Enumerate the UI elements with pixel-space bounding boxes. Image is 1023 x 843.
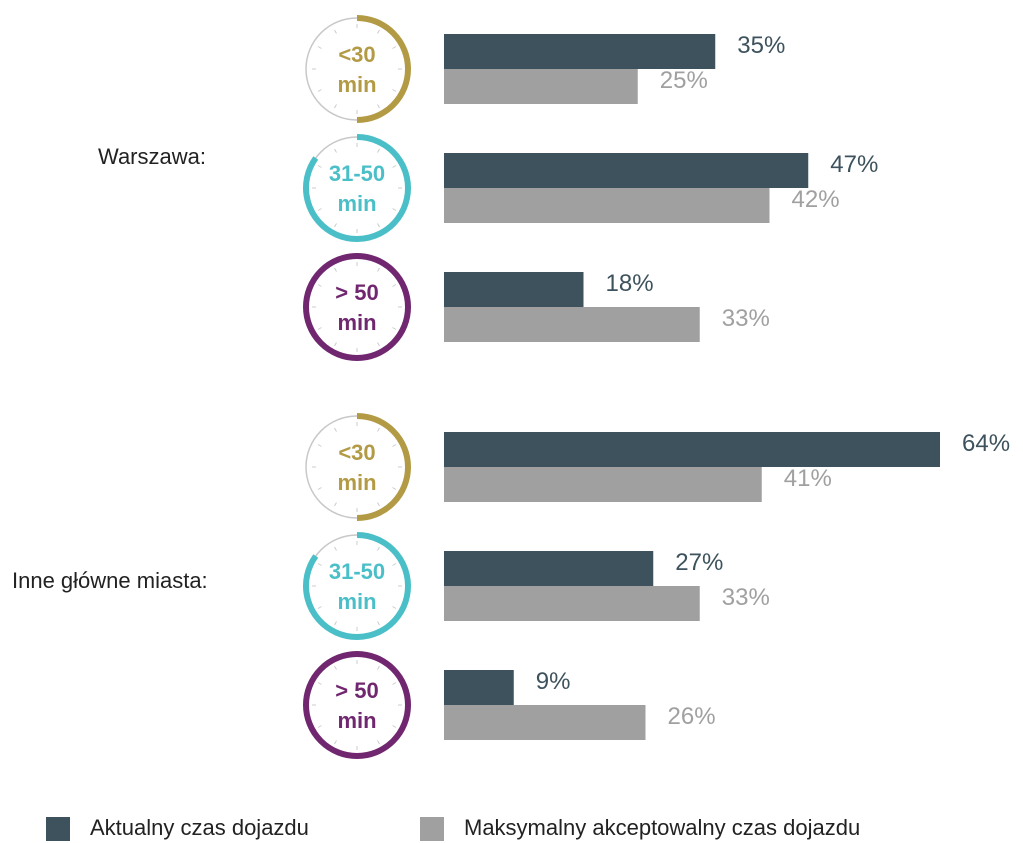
- value-label: 27%: [675, 549, 723, 576]
- category-label: min: [337, 708, 376, 733]
- category-label: min: [337, 470, 376, 495]
- value-label: 47%: [830, 151, 878, 178]
- clock-tick: [317, 208, 322, 211]
- bar: [444, 272, 584, 307]
- clock-tick: [334, 665, 337, 670]
- value-label: 26%: [668, 703, 716, 730]
- clock-arc: [356, 15, 411, 123]
- clock-tick: [334, 29, 337, 34]
- clock-tick: [317, 487, 322, 490]
- legend-label: Maksymalny akceptowalny czas dojazdu: [464, 815, 860, 840]
- bar: [444, 467, 762, 502]
- bar: [444, 307, 700, 342]
- clock-tick: [377, 740, 380, 745]
- category-label: <30: [338, 440, 375, 465]
- clock-tick: [377, 621, 380, 626]
- bar: [444, 670, 514, 705]
- clock-tick: [317, 46, 322, 49]
- value-label: 35%: [737, 32, 785, 59]
- clock-tick: [377, 342, 380, 347]
- clock-tick: [334, 427, 337, 432]
- clock-tick: [334, 223, 337, 228]
- clock-tick: [377, 427, 380, 432]
- category-label: > 50: [335, 678, 378, 703]
- clock-tick: [377, 148, 380, 153]
- clock-tick: [317, 284, 322, 287]
- clock-tick: [392, 46, 397, 49]
- bar: [444, 705, 646, 740]
- clock-tick: [317, 89, 322, 92]
- clock-arc: [303, 532, 411, 640]
- category-label: min: [337, 589, 376, 614]
- clock-tick: [317, 563, 322, 566]
- clock-arc: [303, 651, 411, 759]
- clock-tick: [392, 487, 397, 490]
- clock-tick: [392, 725, 397, 728]
- clock-arc: [303, 253, 411, 361]
- clock-tick: [334, 740, 337, 745]
- clock-tick: [334, 148, 337, 153]
- clock-tick: [377, 267, 380, 272]
- category-label: 31-50: [329, 161, 385, 186]
- category-label: > 50: [335, 280, 378, 305]
- clock-tick: [334, 104, 337, 109]
- value-label: 42%: [792, 186, 840, 213]
- bar: [444, 188, 770, 223]
- bar: [444, 153, 809, 188]
- group-label: Warszawa:: [98, 144, 206, 169]
- category-label: <30: [338, 42, 375, 67]
- bar: [444, 34, 716, 69]
- clock-tick: [392, 208, 397, 211]
- clock-tick: [392, 327, 397, 330]
- clock-tick: [392, 606, 397, 609]
- clock-tick: [392, 284, 397, 287]
- clock-tick: [392, 89, 397, 92]
- category-label: min: [337, 310, 376, 335]
- clock-tick: [392, 563, 397, 566]
- value-label: 33%: [722, 305, 770, 332]
- clock-tick: [392, 682, 397, 685]
- clock-arc: [356, 413, 411, 521]
- clock-tick: [317, 165, 322, 168]
- clock-arc: [303, 134, 411, 242]
- category-label: min: [337, 191, 376, 216]
- group-label: Inne główne miasta:: [12, 568, 208, 593]
- bar: [444, 586, 700, 621]
- clock-tick: [377, 546, 380, 551]
- value-label: 64%: [962, 430, 1010, 457]
- bar: [444, 432, 940, 467]
- legend-label: Aktualny czas dojazdu: [90, 815, 309, 840]
- clock-tick: [392, 444, 397, 447]
- value-label: 33%: [722, 584, 770, 611]
- clock-tick: [392, 165, 397, 168]
- bar: [444, 69, 638, 104]
- clock-tick: [377, 665, 380, 670]
- clock-tick: [377, 502, 380, 507]
- clock-tick: [317, 327, 322, 330]
- clock-tick: [317, 444, 322, 447]
- value-label: 18%: [606, 270, 654, 297]
- category-label: 31-50: [329, 559, 385, 584]
- value-label: 9%: [536, 668, 571, 695]
- clock-tick: [317, 725, 322, 728]
- clock-tick: [317, 606, 322, 609]
- clock-tick: [334, 267, 337, 272]
- category-label: min: [337, 72, 376, 97]
- legend-swatch: [420, 817, 444, 841]
- clock-tick: [377, 29, 380, 34]
- clock-tick: [334, 502, 337, 507]
- value-label: 25%: [660, 67, 708, 94]
- clock-tick: [334, 342, 337, 347]
- clock-tick: [334, 621, 337, 626]
- clock-tick: [317, 682, 322, 685]
- bar: [444, 551, 654, 586]
- value-label: 41%: [784, 465, 832, 492]
- clock-tick: [334, 546, 337, 551]
- legend-swatch: [46, 817, 70, 841]
- clock-tick: [377, 104, 380, 109]
- clock-tick: [377, 223, 380, 228]
